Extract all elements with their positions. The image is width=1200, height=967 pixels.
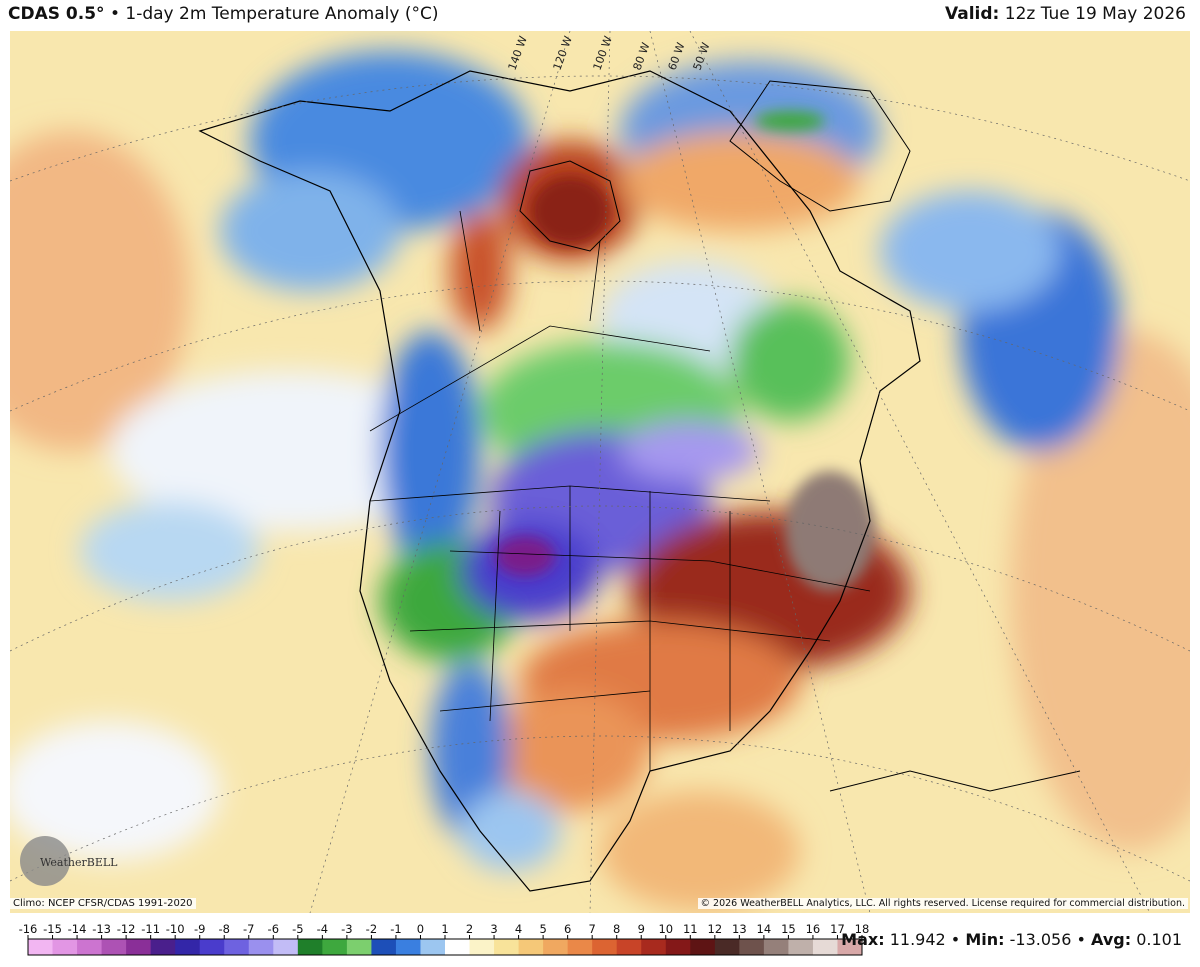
tick-label: 14	[757, 922, 772, 936]
color-swatch	[101, 939, 127, 955]
color-swatch	[420, 939, 446, 955]
color-swatch	[543, 939, 569, 955]
map-title: 1-day 2m Temperature Anomaly (°C)	[125, 4, 439, 24]
tick-label: -7	[243, 922, 254, 936]
color-swatch	[567, 939, 593, 955]
tick-label: -6	[268, 922, 279, 936]
tick-label: -13	[92, 922, 111, 936]
tick-label: 8	[613, 922, 620, 936]
graticule	[10, 31, 1190, 913]
tick-label: 9	[638, 922, 645, 936]
color-swatch	[812, 939, 838, 955]
color-swatch	[494, 939, 520, 955]
tick-label: 18	[855, 922, 870, 936]
color-swatch	[322, 939, 348, 955]
tick-label: 6	[564, 922, 571, 936]
tick-label: 13	[732, 922, 747, 936]
separator: •	[1076, 930, 1086, 949]
tick-label: -10	[166, 922, 185, 936]
tick-label: 11	[683, 922, 698, 936]
tick-label: 2	[466, 922, 473, 936]
stat-label: Max:	[841, 930, 885, 949]
stats: Max: 11.942 • Min: -13.056 • Avg: 0.101	[841, 930, 1182, 949]
color-swatch	[788, 939, 814, 955]
island-outline	[519, 160, 621, 252]
color-swatch	[616, 939, 642, 955]
header-right: Valid: 12z Tue 19 May 2026	[945, 4, 1186, 24]
separator: •	[109, 4, 120, 24]
tick-label: -12	[117, 922, 136, 936]
continent-outline	[198, 70, 921, 892]
color-swatch	[445, 939, 471, 955]
tick-label: -5	[292, 922, 303, 936]
tick-label: 17	[830, 922, 845, 936]
tick-label: -4	[317, 922, 328, 936]
tick-label: -3	[341, 922, 352, 936]
caribbean-outline	[829, 770, 1081, 792]
tick-label: 16	[806, 922, 821, 936]
tick-label: 5	[539, 922, 546, 936]
tick-label: -15	[43, 922, 62, 936]
color-swatch	[469, 939, 495, 955]
logo: WeatherBELL	[20, 836, 118, 886]
logo-text: WeatherBELL	[40, 856, 118, 869]
color-swatch	[665, 939, 691, 955]
color-swatch	[763, 939, 789, 955]
color-swatch	[273, 939, 299, 955]
tick-label: 15	[781, 922, 796, 936]
tick-label: -16	[19, 922, 38, 936]
color-swatch	[641, 939, 667, 955]
tick-label: -1	[390, 922, 401, 936]
color-swatch	[371, 939, 397, 955]
borders	[369, 210, 871, 771]
tick-label: 7	[589, 922, 596, 936]
color-swatch	[224, 939, 250, 955]
color-swatch	[592, 939, 618, 955]
valid-time: 12z Tue 19 May 2026	[1004, 4, 1186, 24]
tick-label: 12	[708, 922, 723, 936]
stat-value: 11.942	[889, 930, 946, 949]
tick-label: 1	[441, 922, 448, 936]
tick-label: -9	[194, 922, 205, 936]
header-left: CDAS 0.5° • 1-day 2m Temperature Anomaly…	[8, 4, 438, 24]
color-swatch	[395, 939, 421, 955]
stat-value: 0.101	[1136, 930, 1182, 949]
tick-label: -2	[366, 922, 377, 936]
tick-label: 0	[417, 922, 424, 936]
climo-note: Climo: NCEP CFSR/CDAS 1991-2020	[10, 898, 196, 909]
stat-label: Avg:	[1091, 930, 1132, 949]
stat-value: -13.056	[1009, 930, 1072, 949]
tick-label: -14	[68, 922, 87, 936]
greenland-outline	[729, 80, 911, 212]
color-swatch	[175, 939, 201, 955]
color-swatch	[199, 939, 225, 955]
tick-label: 3	[490, 922, 497, 936]
valid-label: Valid:	[945, 4, 1000, 24]
color-swatch	[714, 939, 740, 955]
color-swatch	[52, 939, 78, 955]
color-swatch	[837, 939, 863, 955]
tick-label: 10	[658, 922, 673, 936]
copyright: © 2026 WeatherBELL Analytics, LLC. All r…	[697, 898, 1188, 909]
color-swatch	[28, 939, 54, 955]
color-swatch	[150, 939, 176, 955]
color-swatch	[126, 939, 152, 955]
tick-label: 4	[515, 922, 522, 936]
color-swatch	[690, 939, 716, 955]
tick-label: -11	[141, 922, 160, 936]
color-swatch	[739, 939, 765, 955]
stat-label: Min:	[965, 930, 1005, 949]
separator: •	[950, 930, 961, 949]
color-swatch	[346, 939, 372, 955]
color-swatch	[518, 939, 544, 955]
colorbar: -16 -15 -14 -13 -12 -11 -10 -9 -8 -7 -6 -5 -4 -3 -2 -1 0…	[19, 922, 870, 956]
color-swatch	[248, 939, 274, 955]
color-swatch	[297, 939, 323, 955]
map: 140 W 120 W 100 W 80 W 60 W 50 W WeatherBELL	[10, 31, 1190, 913]
tick-label: -8	[219, 922, 230, 936]
product-name: CDAS 0.5°	[8, 4, 105, 24]
anomaly-peaks	[495, 111, 875, 591]
color-swatch	[77, 939, 103, 955]
